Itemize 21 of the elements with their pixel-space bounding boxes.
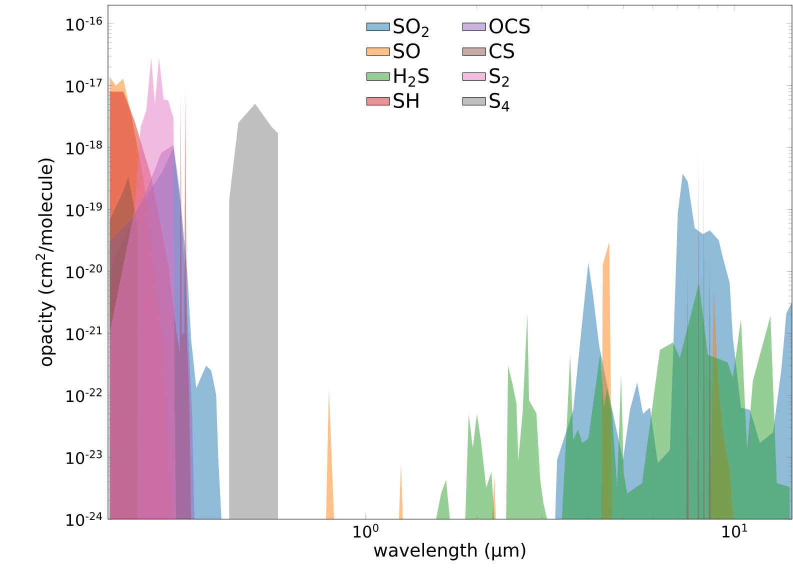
- y-tick-label: 10$^{-23}$: [66, 450, 102, 464]
- x-tick-label: 10$^{0}$: [354, 524, 378, 538]
- y-tick-label: 10$^{-21}$: [66, 326, 102, 340]
- y-tick-label: 10$^{-20}$: [66, 264, 102, 278]
- legend-label: S$_{2}$: [490, 68, 509, 87]
- y-tick-label: 10$^{-18}$: [66, 140, 102, 155]
- legend-label: H$_{2}$S: [394, 68, 429, 87]
- x-tick-label: 10$^{1}$: [722, 524, 747, 538]
- legend-label: CS: [490, 43, 514, 58]
- y-tick-label: 10$^{-19}$: [66, 202, 102, 216]
- y-tick-label: 10$^{-16}$: [66, 16, 102, 31]
- legend-label: S$_{4}$: [490, 92, 510, 112]
- legend-label: SO$_{2}$: [394, 18, 428, 38]
- x-axis-title: wavelength (μm): [374, 542, 526, 560]
- y-tick-label: 10$^{-22}$: [66, 388, 102, 402]
- y-tick-label: 10$^{-24}$: [66, 512, 102, 526]
- legend-label: OCS: [490, 18, 530, 34]
- y-tick-label: 10$^{-17}$: [66, 78, 102, 93]
- legend-label: SO: [394, 43, 420, 58]
- legend-label: SH: [394, 92, 418, 108]
- y-axis-title: opacity (cm$^{2}$/molecule): [36, 158, 56, 366]
